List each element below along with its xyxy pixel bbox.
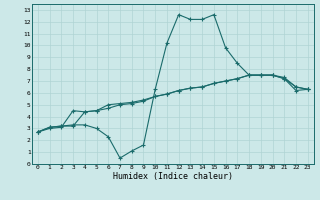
X-axis label: Humidex (Indice chaleur): Humidex (Indice chaleur): [113, 172, 233, 181]
